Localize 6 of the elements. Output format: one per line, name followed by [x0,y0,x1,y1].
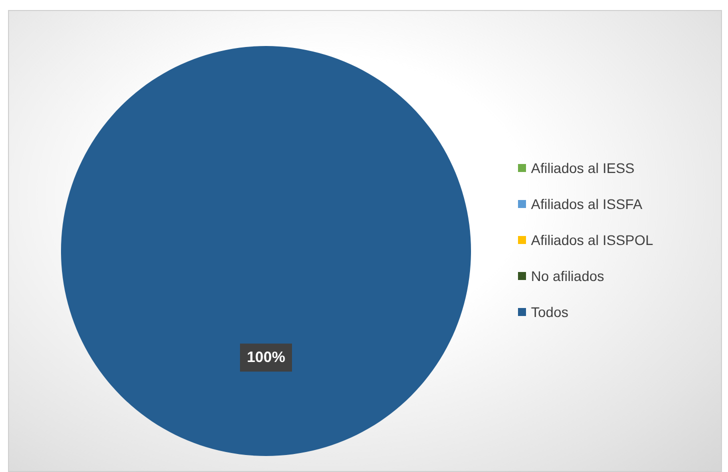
legend-label: Todos [531,304,568,320]
data-label: 100% [246,349,286,366]
legend-label: No afiliados [531,268,604,284]
legend-label: Afiliados al IESS [531,160,634,176]
legend-label: Afiliados al ISSPOL [531,232,654,248]
legend-label: Afiliados al ISSFA [531,196,642,212]
